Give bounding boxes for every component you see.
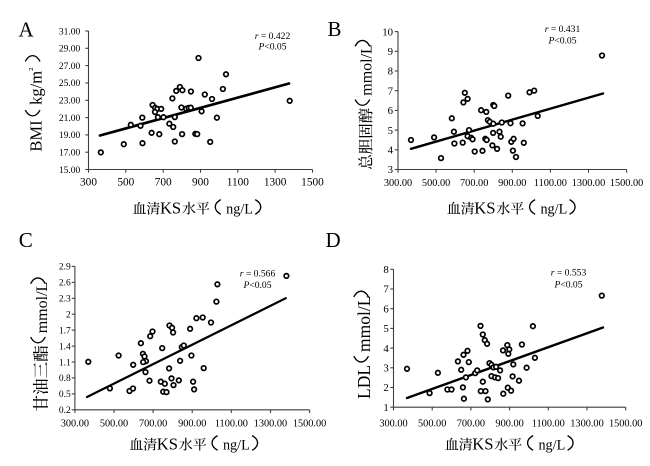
svg-text:1100.00: 1100.00 (534, 178, 567, 189)
svg-text:C: C (19, 228, 33, 252)
svg-text:0.2: 0.2 (59, 406, 71, 416)
svg-text:900.00: 900.00 (498, 178, 526, 189)
svg-text:kg/m: kg/m (27, 71, 46, 105)
svg-text:17.00: 17.00 (59, 148, 81, 158)
svg-text:5: 5 (388, 125, 393, 137)
svg-text:BMI: BMI (27, 120, 46, 151)
svg-text:8: 8 (388, 66, 393, 78)
svg-text:29.00: 29.00 (59, 45, 81, 55)
svg-text:0.8: 0.8 (59, 374, 71, 384)
svg-text:ng/L: ng/L (538, 438, 565, 454)
svg-text:1: 1 (383, 402, 388, 414)
svg-text:1500.00: 1500.00 (609, 418, 642, 429)
svg-text:ng/L: ng/L (226, 202, 253, 218)
svg-text:1100.00: 1100.00 (215, 418, 248, 429)
svg-text:6: 6 (388, 105, 394, 117)
svg-text:KS: KS (474, 199, 495, 218)
svg-text:10: 10 (382, 26, 393, 38)
svg-text:23.00: 23.00 (59, 97, 81, 107)
svg-text:P<0.05: P<0.05 (242, 280, 271, 291)
svg-text:²: ² (27, 67, 39, 71)
svg-text:1.7: 1.7 (59, 326, 71, 336)
svg-text:1300.00: 1300.00 (254, 418, 287, 429)
svg-text:900.00: 900.00 (495, 418, 523, 429)
svg-text:A: A (19, 17, 35, 41)
svg-text:4: 4 (388, 145, 394, 157)
svg-text:2: 2 (66, 311, 71, 321)
svg-text:9: 9 (388, 46, 393, 58)
svg-text:2.3: 2.3 (59, 295, 71, 305)
svg-text:B: B (328, 17, 342, 41)
svg-text:300.00: 300.00 (384, 178, 412, 189)
svg-text:25.00: 25.00 (59, 79, 81, 89)
svg-text:r = 0.431: r = 0.431 (545, 24, 581, 35)
svg-text:3: 3 (388, 164, 393, 176)
svg-text:700.00: 700.00 (457, 418, 485, 429)
svg-text:4: 4 (383, 343, 389, 355)
svg-text:700.00: 700.00 (460, 178, 488, 189)
svg-text:ng/L: ng/L (223, 438, 250, 454)
svg-text:5: 5 (383, 323, 388, 335)
svg-text:1300.00: 1300.00 (570, 418, 603, 429)
svg-text:1300: 1300 (264, 176, 287, 188)
svg-text:900: 900 (192, 176, 209, 188)
svg-text:500.00: 500.00 (422, 178, 450, 189)
svg-text:r = 0.566: r = 0.566 (240, 269, 276, 280)
svg-text:mmol/L: mmol/L (358, 44, 375, 96)
svg-text:700: 700 (155, 176, 172, 188)
svg-text:500.00: 500.00 (418, 418, 446, 429)
svg-text:500: 500 (117, 176, 134, 188)
svg-text:P<0.05: P<0.05 (547, 36, 576, 47)
svg-text:mmol/L: mmol/L (34, 282, 51, 334)
svg-text:19.00: 19.00 (59, 131, 81, 141)
svg-text:8: 8 (383, 264, 388, 276)
svg-text:300.00: 300.00 (379, 418, 407, 429)
svg-text:1300.00: 1300.00 (572, 178, 605, 189)
svg-text:15.00: 15.00 (59, 166, 81, 176)
svg-text:1.4: 1.4 (59, 342, 71, 352)
svg-text:P<0.05: P<0.05 (553, 280, 582, 291)
svg-text:r = 0.553: r = 0.553 (551, 268, 587, 279)
svg-text:LDL: LDL (354, 365, 374, 399)
svg-text:7: 7 (383, 284, 389, 296)
svg-text:2: 2 (383, 382, 388, 394)
svg-text:1100.00: 1100.00 (532, 418, 565, 429)
svg-text:ng/L: ng/L (540, 202, 567, 218)
svg-text:KS: KS (472, 435, 493, 454)
svg-text:2.6: 2.6 (59, 279, 71, 289)
svg-text:mmol/L: mmol/L (354, 296, 374, 352)
svg-text:31.00: 31.00 (59, 27, 81, 37)
svg-text:2.9: 2.9 (59, 263, 71, 273)
svg-text:3: 3 (383, 363, 388, 375)
svg-text:900.00: 900.00 (178, 418, 206, 429)
svg-text:KS: KS (157, 435, 178, 454)
svg-text:300: 300 (80, 176, 97, 188)
svg-text:1500.00: 1500.00 (293, 418, 326, 429)
svg-text:700.00: 700.00 (139, 418, 167, 429)
svg-text:r = 0.422: r = 0.422 (255, 31, 291, 42)
svg-text:7: 7 (388, 85, 394, 97)
svg-text:300.00: 300.00 (61, 418, 89, 429)
svg-text:KS: KS (160, 199, 181, 218)
svg-text:D: D (326, 228, 341, 252)
svg-text:1500.00: 1500.00 (610, 178, 643, 189)
svg-text:500.00: 500.00 (100, 418, 128, 429)
svg-text:27.00: 27.00 (59, 62, 81, 72)
svg-text:6: 6 (383, 303, 389, 315)
svg-text:1100: 1100 (227, 176, 250, 188)
svg-text:21.00: 21.00 (59, 114, 81, 124)
svg-text:P<0.05: P<0.05 (257, 42, 286, 53)
svg-text:1500: 1500 (301, 176, 324, 188)
svg-text:1.1: 1.1 (59, 358, 71, 368)
svg-text:0.5: 0.5 (59, 390, 71, 400)
